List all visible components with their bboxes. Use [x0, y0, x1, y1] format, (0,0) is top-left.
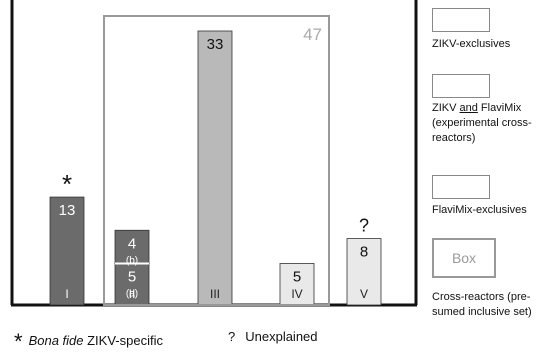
- asterisk-marker: *: [62, 169, 72, 199]
- cross-reactor-box: 47: [103, 15, 330, 306]
- bar-II-sublabel-2: (b): [126, 255, 138, 266]
- cross-reactor-box-outline: [103, 15, 330, 306]
- bar-I-value-label-1: 13: [59, 202, 76, 219]
- chart-area: 13 I * 5 (a) 4 (b) II 33 III 5 IV 8 V? 47: [10, 0, 418, 307]
- bar-V-value-label-1: 8: [360, 244, 368, 261]
- bar-IV-numeral: IV: [291, 287, 302, 301]
- bar-V-numeral: V: [360, 287, 368, 301]
- legend-label-zikv-exclusives: ZIKV-exclusives: [432, 38, 511, 50]
- legend-label-experimental-cross-reactors: ZIKV and FlaviMix (experimental cross-re…: [432, 102, 532, 144]
- bar-III-numeral: III: [210, 287, 220, 301]
- bar-II-segment-2: [114, 229, 150, 264]
- footnote-unexplained: ? Unexplained: [228, 329, 318, 344]
- box-total-label: 47: [303, 25, 322, 44]
- question-icon: ?: [228, 329, 236, 344]
- bar-V-segment-1: [346, 238, 382, 306]
- legend-box-text: Box: [451, 250, 477, 266]
- bar-group: 13 I * 5 (a) 4 (b) II 33 III 5 IV 8 V?: [49, 30, 382, 306]
- bar-IV-value-label-1: 5: [293, 268, 301, 285]
- legend-label-box: Cross-reactors (pre-sumed inclusive set): [432, 291, 532, 318]
- bar-II-value-label-1: 5: [128, 268, 136, 285]
- bar-II-numeral: II: [129, 287, 136, 301]
- asterisk-icon: *: [14, 329, 23, 354]
- bar-II-value-label-2: 4: [128, 235, 136, 252]
- question-marker: ?: [359, 216, 369, 236]
- legend-swatch-cross-reactors: [432, 74, 490, 98]
- legend-swatch-box: Box: [432, 238, 496, 278]
- bar-III-segment-1: [197, 30, 233, 306]
- legend-swatch-zikv-exclusives: [432, 8, 490, 32]
- bar-II-sublabel-1: (a): [126, 288, 138, 299]
- bar-I-segment-1: [49, 196, 85, 306]
- legend-label-flavimix-exclusives: FlaviMix-exclusives: [432, 204, 527, 216]
- legend-swatch-flavimix-exclusives: [432, 175, 490, 199]
- footnote-bona-fide: * Bona fide ZIKV-specific: [14, 329, 163, 354]
- bar-I-numeral: I: [65, 287, 68, 301]
- bar-III-value-label-1: 33: [207, 36, 224, 53]
